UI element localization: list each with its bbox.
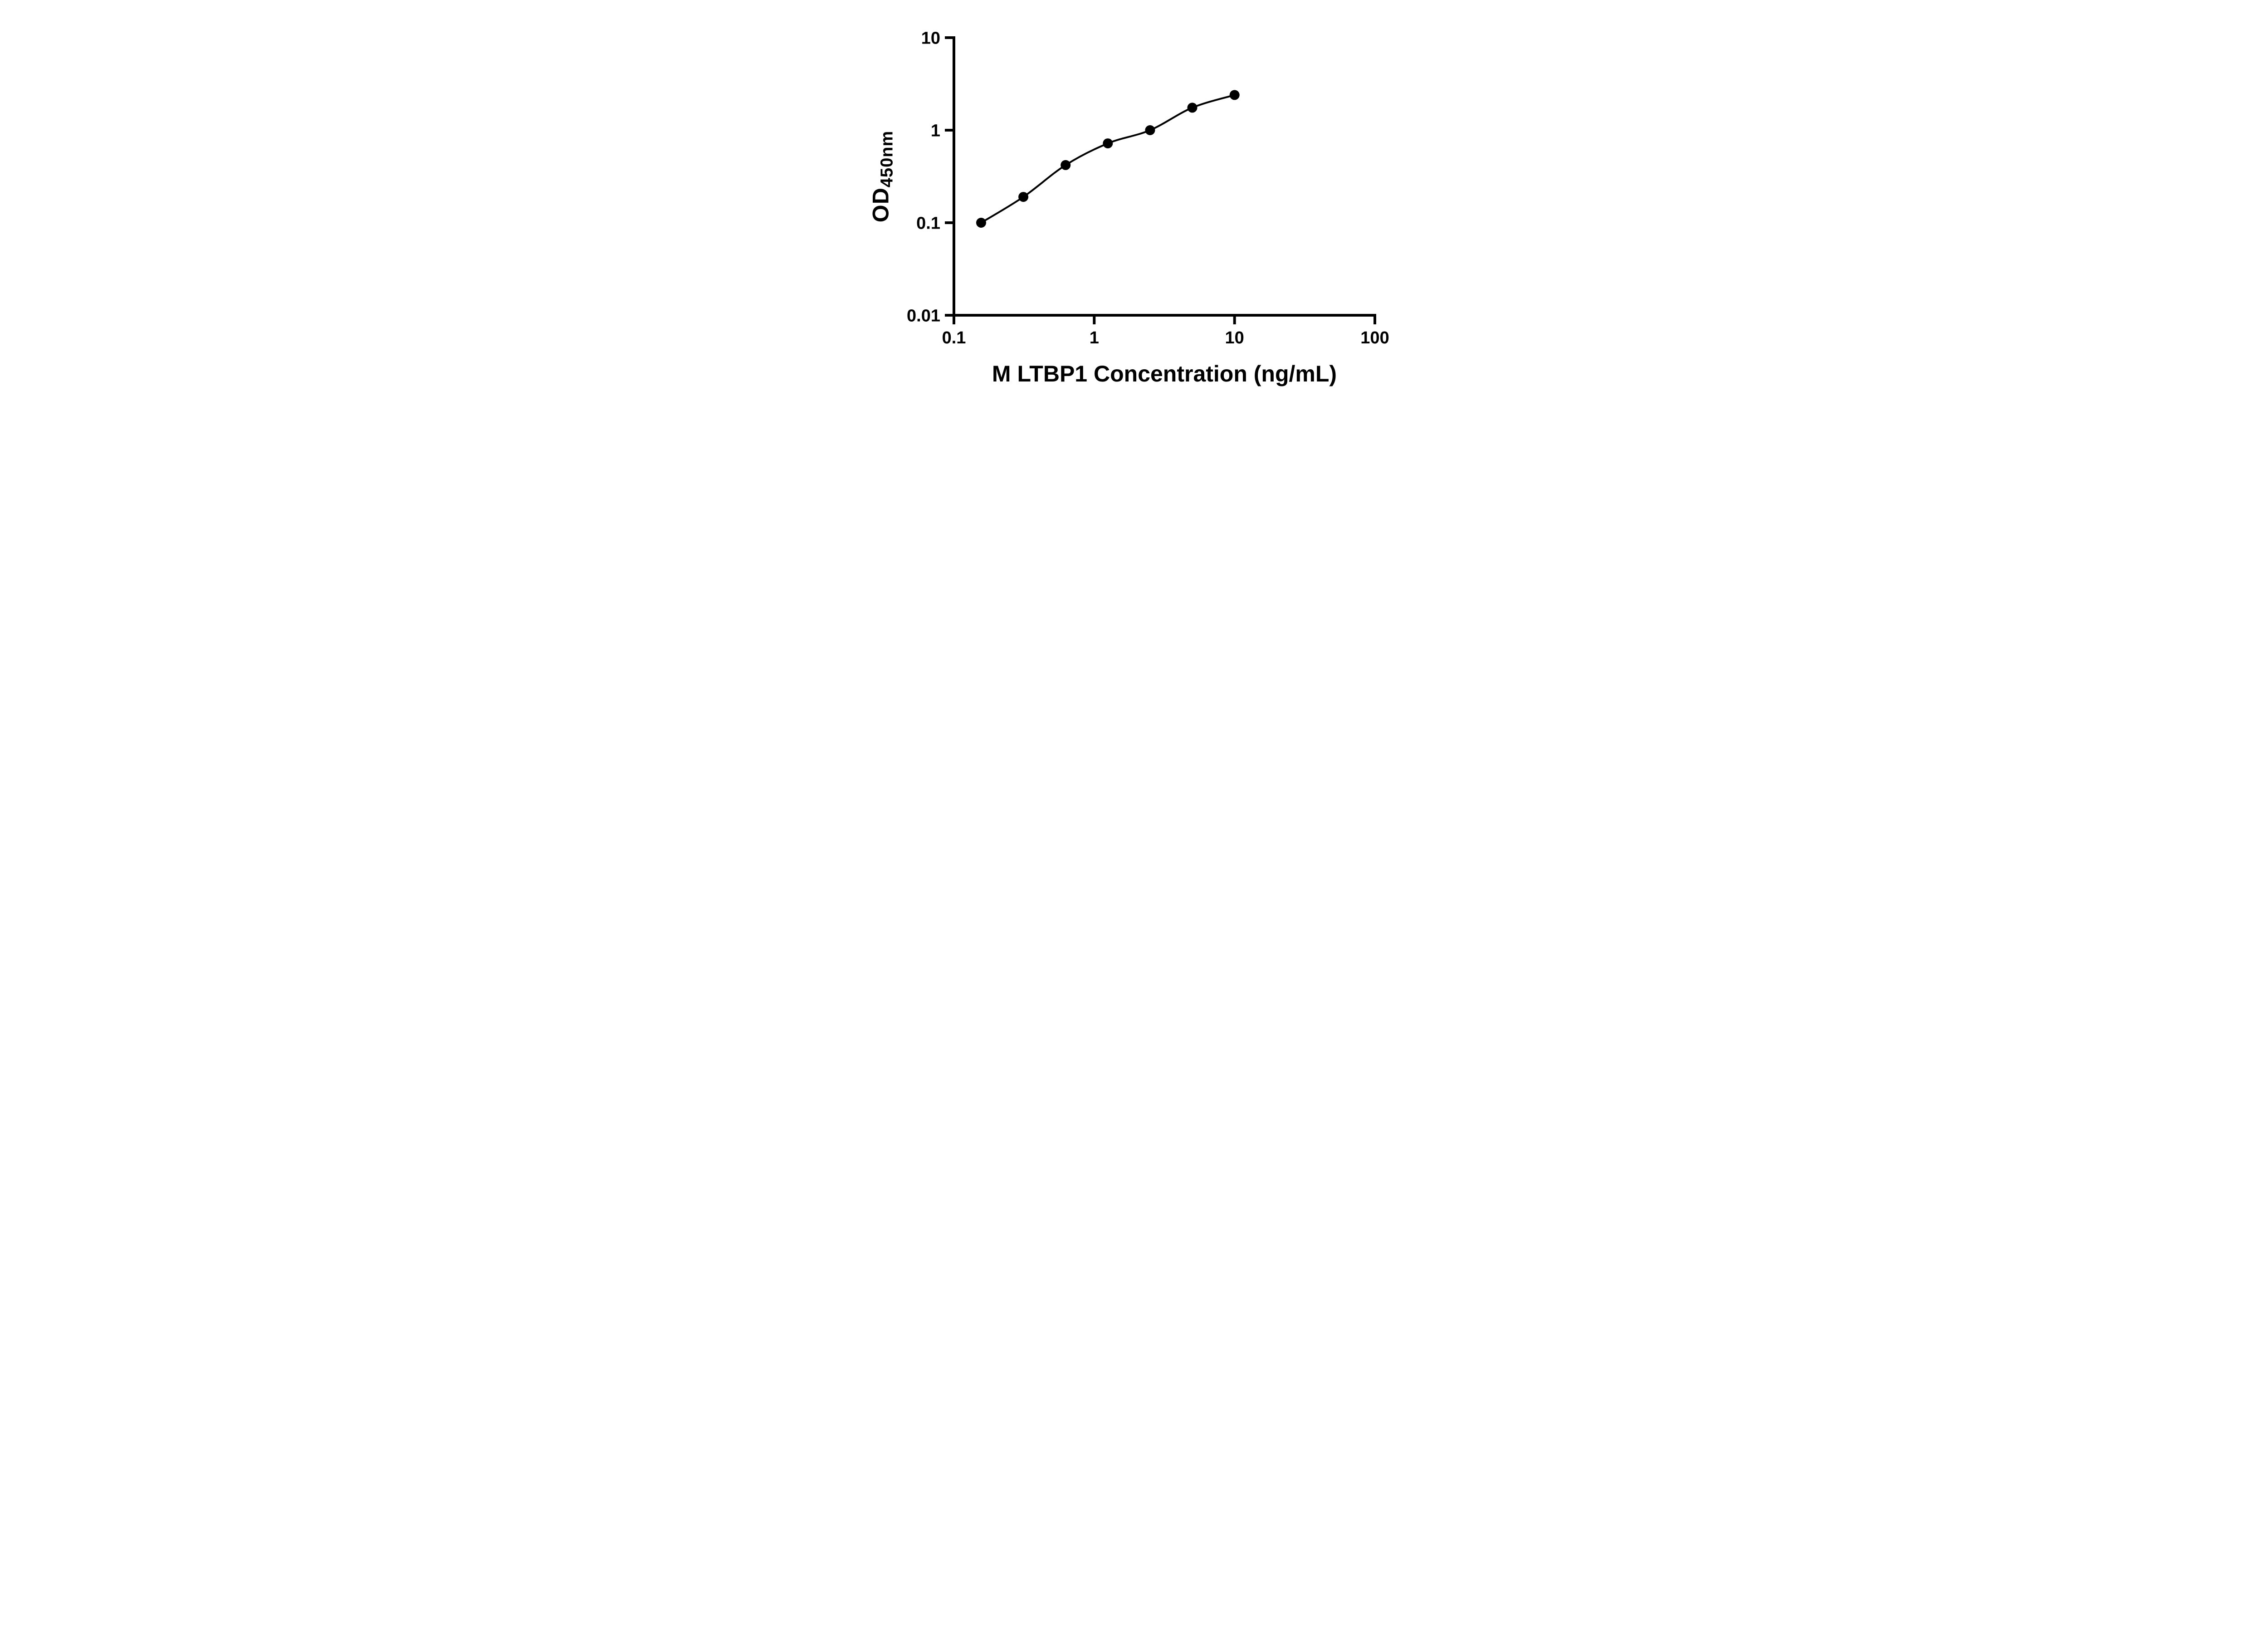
y-tick-label: 0.1: [916, 214, 940, 233]
y-axis-title: OD450nm: [868, 131, 897, 222]
x-tick-label: 10: [1225, 328, 1244, 347]
x-tick-label: 0.1: [942, 328, 966, 347]
y-tick-label: 0.01: [907, 306, 940, 325]
y-axis-title-text: OD: [868, 187, 894, 223]
fit-curve: [980, 94, 1235, 224]
axes-spine: [953, 36, 1376, 317]
data-point-2: [1018, 192, 1029, 202]
data-point-4: [1103, 138, 1113, 149]
y-tick-label: 1: [931, 121, 940, 140]
data-point-7: [1229, 90, 1240, 100]
data-point-1: [976, 218, 986, 228]
elisa-standard-curve-figure: 0.01 0.1 1 10 0.1 1 10 100 OD450nm M LTBP1 Conc…: [842, 0, 1426, 408]
data-point-5: [1145, 125, 1155, 135]
x-tick-label: 1: [1090, 328, 1099, 347]
x-axis-title: M LTBP1 Concentration (ng/mL): [992, 361, 1337, 386]
y-axis-title-subscript: 450nm: [877, 130, 897, 188]
x-tick-label: 100: [1360, 328, 1389, 347]
data-point-3: [1061, 160, 1071, 170]
data-point-6: [1187, 103, 1198, 113]
y-tick-label: 10: [921, 29, 940, 48]
